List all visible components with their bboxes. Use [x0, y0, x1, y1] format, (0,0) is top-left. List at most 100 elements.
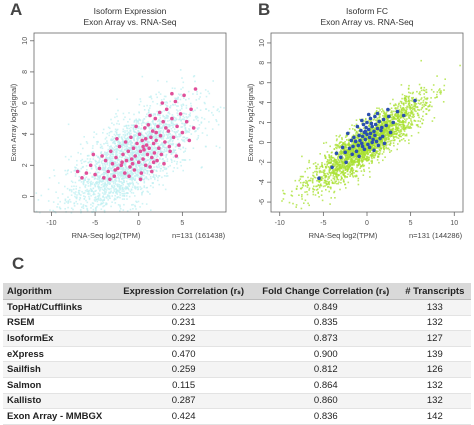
y-tick-label: 2 [22, 163, 29, 167]
data-point [140, 171, 144, 175]
table-cell: 0.231 [114, 315, 253, 331]
table-cell: 126 [399, 362, 471, 378]
data-point [159, 134, 163, 138]
data-point [151, 129, 155, 133]
data-point [76, 170, 80, 174]
x-tick-label: -10 [275, 220, 285, 227]
y-axis-label: Exon Array log2(signal) [246, 83, 255, 161]
data-point [167, 129, 171, 133]
data-point [376, 127, 380, 131]
table-cell: 132 [399, 393, 471, 409]
data-point [146, 153, 150, 157]
data-point [364, 126, 368, 130]
table-cell: 0.292 [114, 331, 253, 347]
column-header: Expression Correlation (rₛ) [114, 283, 253, 300]
data-point [165, 108, 169, 112]
data-point [131, 162, 135, 166]
data-point [104, 159, 108, 163]
x-tick-label: -10 [46, 220, 56, 227]
table-cell: 0.424 [114, 409, 253, 425]
data-point [389, 131, 393, 135]
data-point [384, 124, 388, 128]
data-point [343, 151, 347, 155]
data-point [387, 115, 391, 119]
data-point [170, 92, 174, 96]
y-tick-label: 8 [259, 61, 266, 65]
data-point [124, 140, 128, 144]
data-point [102, 176, 106, 180]
data-point [98, 167, 102, 171]
y-tick-label: -6 [259, 199, 266, 205]
data-point [374, 123, 378, 127]
data-point [172, 136, 176, 140]
y-tick-label: 4 [259, 101, 266, 105]
table-cell: RSEM [3, 315, 114, 331]
data-point [139, 178, 143, 182]
column-header: # Transcripts [399, 283, 471, 300]
data-point [348, 147, 352, 151]
data-point [351, 145, 355, 149]
x-axis-label: RNA-Seq log2(TPM) [309, 231, 378, 240]
data-point [109, 150, 113, 154]
column-header: Algorithm [3, 283, 114, 300]
data-point [137, 160, 141, 164]
data-point [142, 148, 146, 152]
table-cell: 0.900 [253, 346, 399, 362]
data-point [129, 136, 133, 140]
y-tick-label: 6 [259, 81, 266, 85]
data-point [154, 139, 158, 143]
data-point [125, 159, 129, 163]
data-point [113, 174, 117, 178]
table-cell: 0.835 [253, 315, 399, 331]
data-point [182, 94, 186, 98]
data-point [365, 121, 369, 125]
data-point [380, 126, 384, 130]
table-cell: 127 [399, 331, 471, 347]
data-point [378, 137, 382, 141]
table-cell: 0.470 [114, 346, 253, 362]
x-axis-label: RNA-Seq log2(TPM) [72, 231, 141, 240]
plot-frame [34, 33, 226, 212]
data-point [396, 110, 400, 114]
table-cell: Sailfish [3, 362, 114, 378]
data-point [148, 165, 152, 169]
data-point [147, 123, 151, 127]
data-point [152, 160, 156, 164]
y-tick-label: 10 [259, 39, 266, 47]
data-point [350, 139, 354, 143]
y-tick-label: -4 [259, 179, 266, 185]
data-point [163, 140, 167, 144]
table-cell: 139 [399, 346, 471, 362]
data-point [135, 142, 139, 146]
table-cell: 133 [399, 300, 471, 316]
table-cell: TopHat/Cufflinks [3, 300, 114, 316]
chart-title: Isoform Expression [94, 6, 167, 16]
data-point [177, 143, 181, 147]
table-cell: 0.860 [253, 393, 399, 409]
panel-letter-c: C [12, 254, 24, 274]
data-point [157, 146, 161, 150]
data-point [368, 136, 372, 140]
density-cloud [36, 69, 225, 213]
data-point [373, 134, 377, 138]
data-point [370, 122, 374, 126]
x-tick-label: 0 [365, 220, 369, 227]
data-point [372, 130, 376, 134]
data-point [189, 108, 193, 112]
table-cell: 0.849 [253, 300, 399, 316]
data-point [358, 139, 362, 143]
data-point [149, 136, 153, 140]
y-tick-label: -2 [259, 159, 266, 165]
data-point [133, 154, 137, 158]
data-point [377, 144, 381, 148]
data-point [350, 153, 354, 157]
table-cell: 0.836 [253, 409, 399, 425]
data-point [128, 165, 132, 169]
data-point [100, 154, 104, 158]
data-point [139, 150, 143, 154]
data-point [357, 144, 361, 148]
